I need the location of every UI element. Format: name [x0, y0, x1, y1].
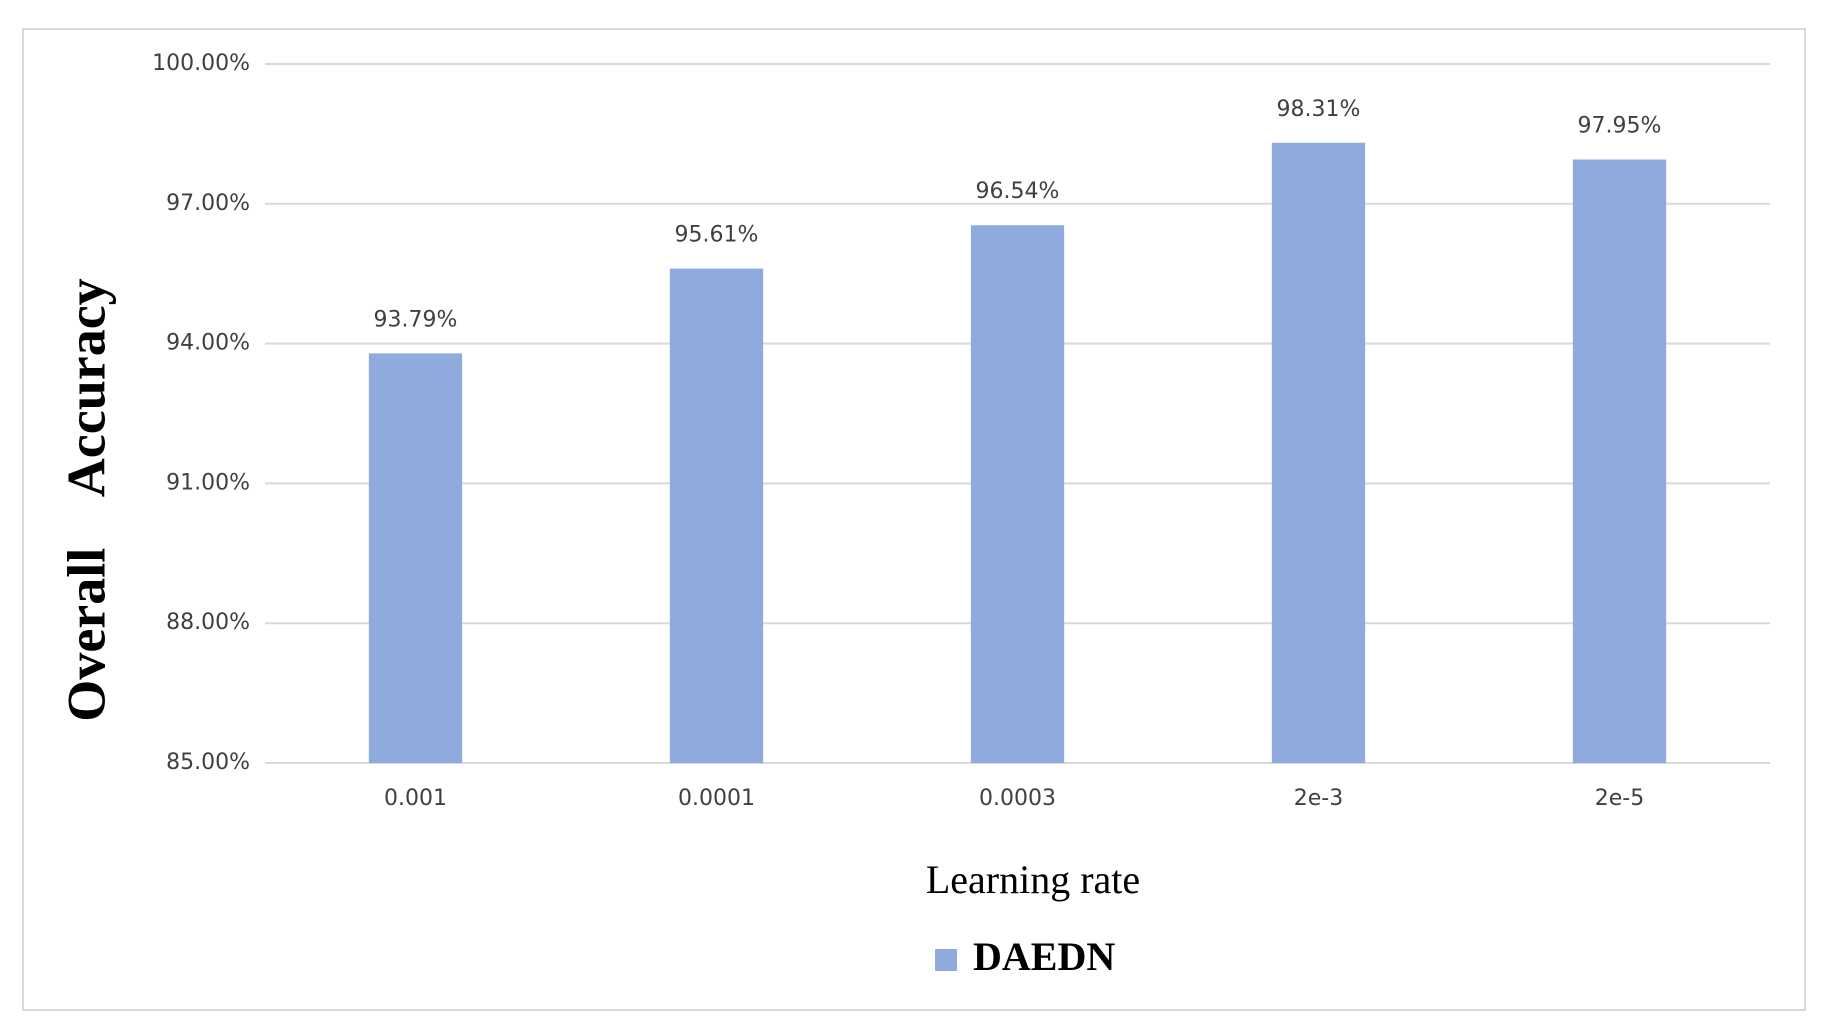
- y-axis-label: Overall Accuracy: [56, 278, 116, 721]
- x-tick-label: 0.001: [384, 786, 447, 811]
- x-tick-label: 2e-5: [1595, 786, 1644, 811]
- y-tick-label: 100.00%: [152, 51, 250, 76]
- data-label: 93.79%: [374, 307, 458, 332]
- bar: [669, 268, 764, 763]
- y-tick-label: 88.00%: [166, 610, 250, 635]
- legend-swatch: [935, 949, 957, 971]
- y-tick-label: 97.00%: [166, 191, 250, 216]
- data-label: 95.61%: [675, 223, 759, 248]
- data-label: 98.31%: [1277, 97, 1361, 122]
- x-tick-label: 0.0003: [979, 786, 1056, 811]
- bar: [1271, 142, 1366, 763]
- bar: [970, 225, 1065, 764]
- chart-border: [22, 28, 1806, 1011]
- data-label: 97.95%: [1578, 114, 1662, 139]
- data-label: 96.54%: [976, 179, 1060, 204]
- y-tick-label: 91.00%: [166, 470, 250, 495]
- bar: [1572, 159, 1667, 763]
- x-tick-label: 0.0001: [678, 786, 755, 811]
- legend-label: DAEDN: [973, 934, 1115, 979]
- x-tick-label: 2e-3: [1294, 786, 1343, 811]
- bar: [368, 353, 463, 763]
- y-tick-label: 85.00%: [166, 750, 250, 775]
- y-tick-label: 94.00%: [166, 331, 250, 356]
- x-axis-label: Learning rate: [926, 857, 1140, 902]
